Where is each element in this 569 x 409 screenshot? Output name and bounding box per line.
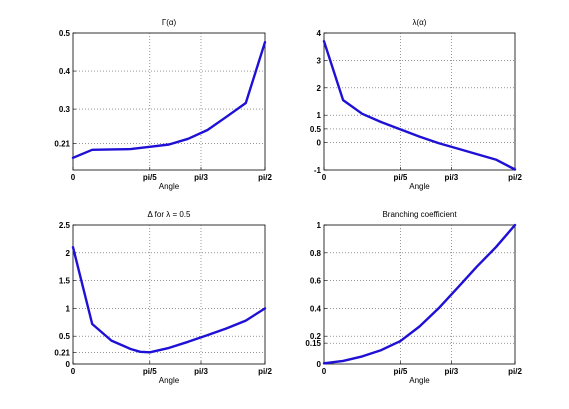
- y-tick-label: 0.5: [59, 29, 71, 38]
- y-tick-label: 0.4: [310, 304, 322, 313]
- y-tick-label: -1: [314, 166, 322, 175]
- x-axis-label: Angle: [409, 182, 430, 191]
- x-axis-label: Angle: [409, 376, 430, 385]
- x-tick-label: 0: [71, 367, 76, 376]
- x-tick-label: pi/2: [258, 173, 272, 182]
- y-tick-label: 0: [317, 139, 322, 148]
- y-tick-label: 4: [317, 29, 322, 38]
- y-tick-label: 2: [317, 84, 322, 93]
- x-tick-label: pi/3: [444, 367, 458, 376]
- y-tick-label: 0.6: [310, 277, 322, 286]
- chart-title: λ(α): [413, 18, 427, 27]
- y-tick-label: 0.5: [310, 125, 322, 134]
- plot-area: [73, 225, 265, 364]
- chart-title: Branching coefficient: [382, 210, 457, 219]
- plot-area: [324, 33, 515, 170]
- chart-title: Δ for λ = 0.5: [148, 210, 191, 219]
- chart-delta: 0 pi/5 pi/3 pi/2 0 0.21 0.5 1 1.5 2 2.5 Δ for λ = 0…: [54, 210, 272, 385]
- y-tick-label: 0: [317, 360, 322, 369]
- y-tick-label: 0: [66, 360, 71, 369]
- x-tick-label: pi/2: [508, 173, 522, 182]
- x-tick-label: 0: [71, 173, 76, 182]
- y-tick-label: 0.4: [59, 67, 71, 76]
- x-axis-label: Angle: [159, 182, 180, 191]
- y-tick-label: 0.21: [54, 348, 70, 357]
- x-tick-label: 0: [322, 173, 327, 182]
- y-tick-label: 0.21: [54, 139, 70, 148]
- y-tick-label: 2: [66, 249, 71, 258]
- y-tick-label: 0.5: [59, 332, 71, 341]
- x-tick-label: pi/3: [194, 173, 208, 182]
- y-tick-label: 0.3: [59, 105, 71, 114]
- y-tick-label: 1: [66, 304, 71, 313]
- x-tick-label: pi/5: [143, 173, 157, 182]
- x-tick-label: pi/3: [194, 367, 208, 376]
- y-tick-label: 0.8: [310, 249, 322, 258]
- chart-branching: 0 pi/5 pi/3 pi/200.150.20.40.60.81Branching…: [305, 210, 522, 385]
- x-tick-label: pi/5: [143, 367, 157, 376]
- y-tick-label: 1: [317, 221, 322, 230]
- y-tick-label: 2.5: [59, 221, 71, 230]
- y-tick-label: 3: [317, 56, 322, 65]
- y-tick-label: 0.2: [310, 332, 322, 341]
- x-tick-label: 0: [322, 367, 327, 376]
- x-tick-label: pi/2: [508, 367, 522, 376]
- chart-gamma: 0 pi/5 pi/3 pi/2 0.21 0.3 0.4 0.5 Γ(α) Angle: [54, 18, 272, 191]
- x-tick-label: pi/2: [258, 367, 272, 376]
- x-axis-label: Angle: [159, 376, 180, 385]
- x-tick-label: pi/5: [394, 367, 408, 376]
- x-tick-label: pi/3: [444, 173, 458, 182]
- y-tick-label: 1: [317, 111, 322, 120]
- x-tick-label: pi/5: [394, 173, 408, 182]
- y-tick-label: 1.5: [59, 277, 71, 286]
- chart-title: Γ(α): [162, 18, 177, 27]
